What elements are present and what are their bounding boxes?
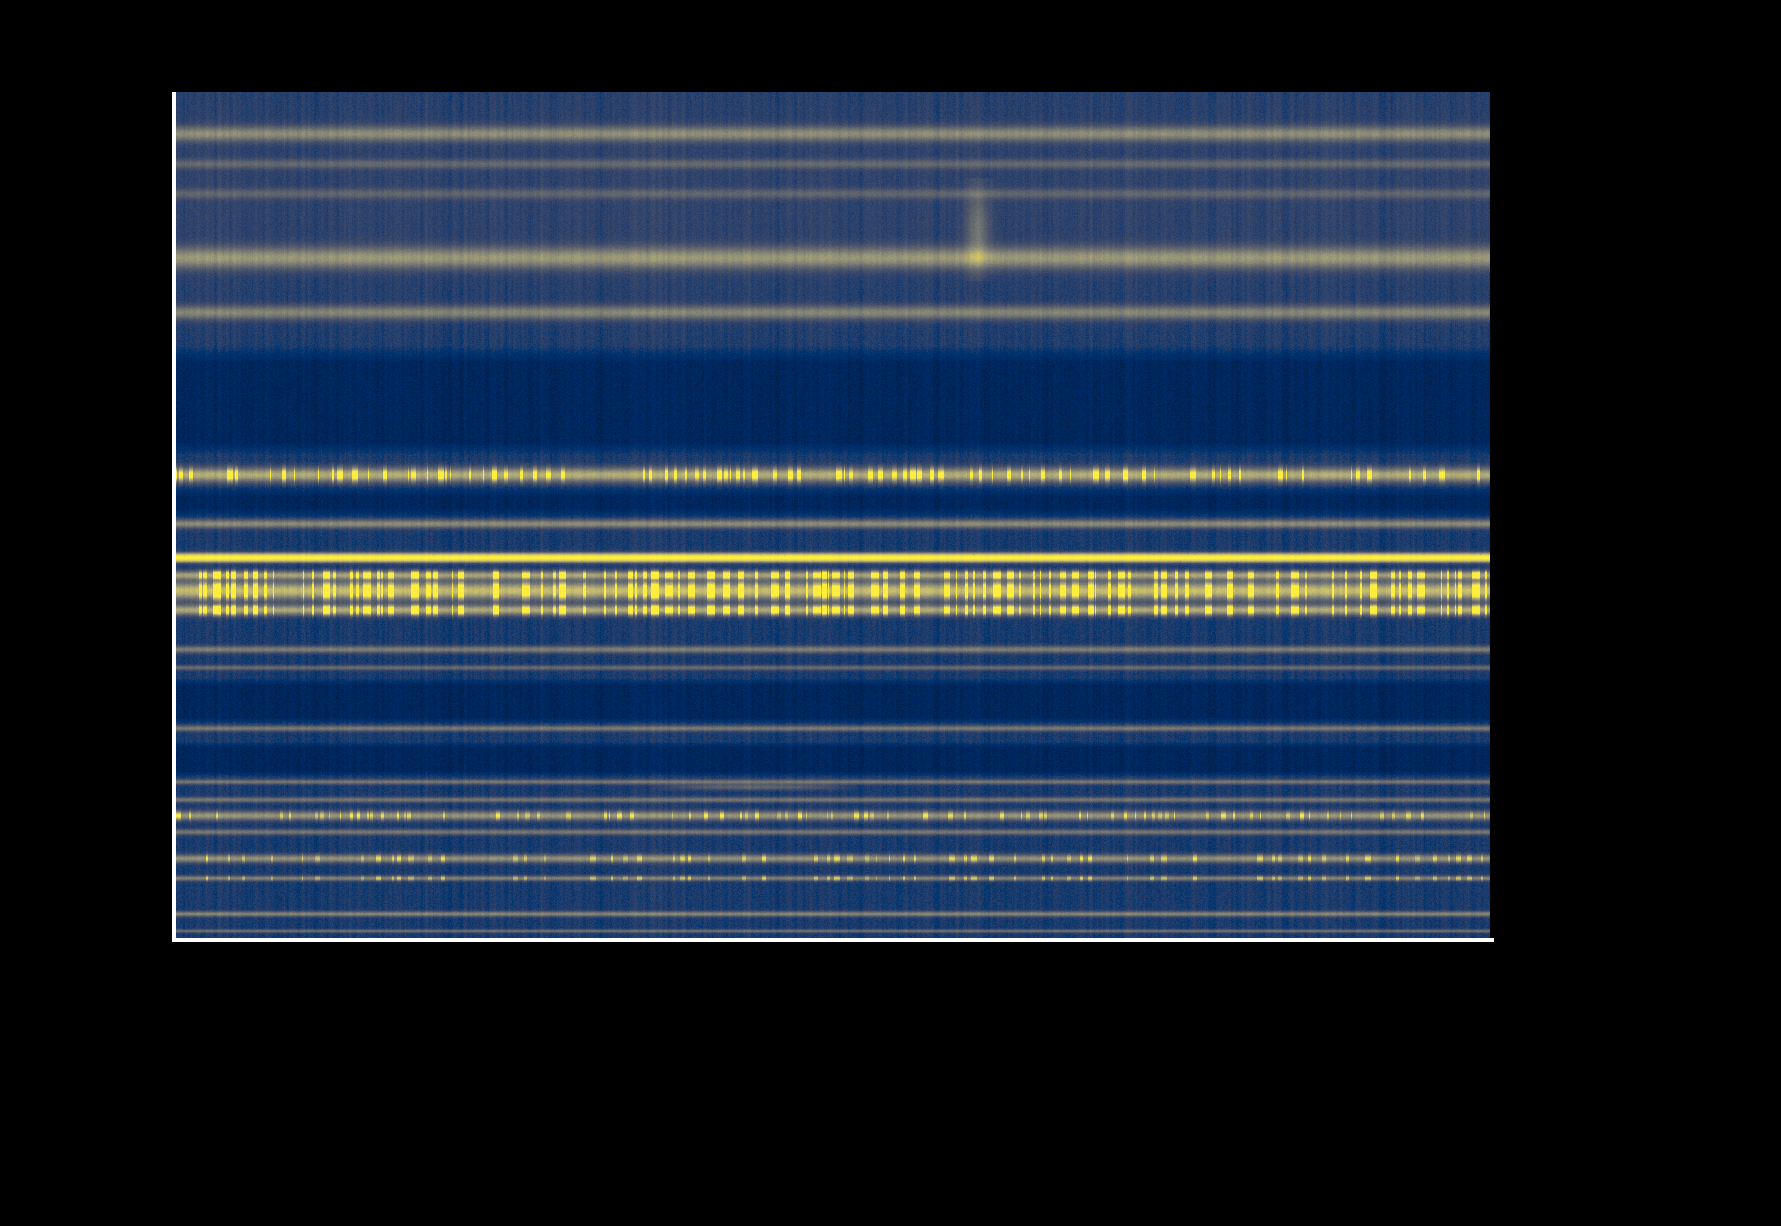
stars-icon [180,1128,270,1190]
y-axis-spine [172,92,176,942]
spectrogram-plot-area [176,92,1490,938]
x-axis-spine [172,938,1494,942]
royal-observatory-logo [180,1128,286,1190]
spectrogram-image [176,92,1490,938]
